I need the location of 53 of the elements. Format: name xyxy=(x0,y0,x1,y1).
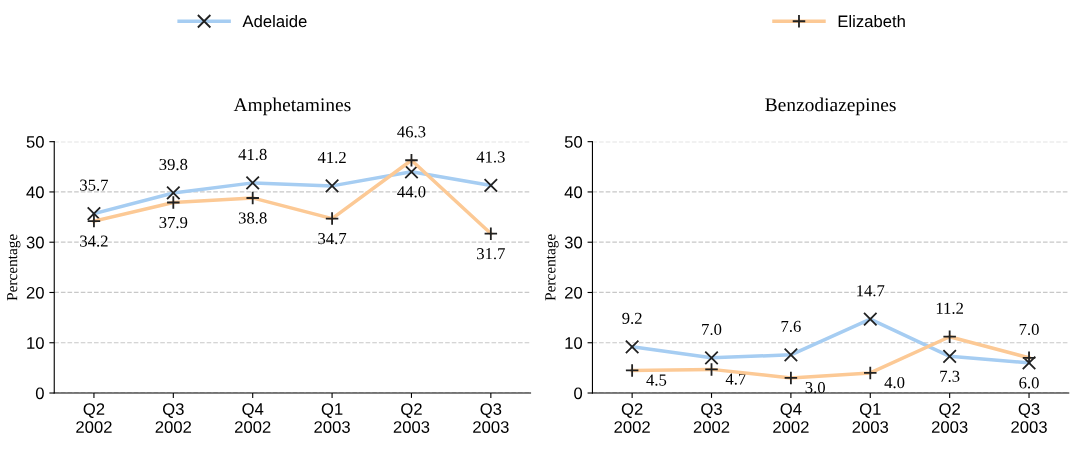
y-tick-label: 0 xyxy=(35,387,44,400)
data-label: 4.0 xyxy=(884,376,905,389)
data-label: 11.2 xyxy=(936,302,964,314)
data-label: 7.6 xyxy=(781,320,801,333)
data-label: 35.7 xyxy=(80,179,109,191)
data-label: 41.3 xyxy=(476,151,505,163)
y-tick-label: 10 xyxy=(27,337,44,349)
y-axis-title: Percentage xyxy=(7,234,21,301)
x-tick-label: Q3 2003 xyxy=(473,403,509,433)
y-tick-label: 10 xyxy=(565,337,583,349)
y-tick-label: 0 xyxy=(574,387,583,400)
data-label: 6.0 xyxy=(1019,377,1039,389)
data-label: 31.7 xyxy=(477,248,505,260)
x-tick-label: Q2 2002 xyxy=(76,403,112,433)
y-tick-label: 40 xyxy=(26,186,44,199)
data-label: 41.2 xyxy=(317,151,346,164)
data-label: 37.9 xyxy=(159,216,188,229)
x-tick-label: Q4 2002 xyxy=(235,403,271,433)
x-tick-label: Q1 2003 xyxy=(852,403,889,433)
data-label: 44.0 xyxy=(397,186,426,198)
y-tick-label: 20 xyxy=(565,286,583,299)
data-label: 7.0 xyxy=(1019,323,1039,336)
data-label: 7.3 xyxy=(940,370,960,383)
data-label: 41.8 xyxy=(238,148,267,161)
y-tick-label: 30 xyxy=(26,236,44,249)
data-label: 7.0 xyxy=(702,323,722,336)
data-label: 34.7 xyxy=(318,233,347,245)
legend-label: Elizabeth xyxy=(838,15,905,28)
x-tick-label: Q2 2002 xyxy=(614,403,650,433)
x-tick-label: Q2 2003 xyxy=(931,403,968,433)
data-label: 39.8 xyxy=(159,158,188,171)
y-tick-label: 30 xyxy=(564,236,583,249)
x-tick-label: Q4 2002 xyxy=(773,403,809,433)
data-label: 14.7 xyxy=(857,285,885,297)
legend-label: Adelaide xyxy=(242,15,307,28)
data-label: 38.8 xyxy=(238,212,267,224)
data-label: 46.3 xyxy=(397,126,426,138)
data-label: 9.2 xyxy=(622,312,642,325)
x-tick-label: Q2 2003 xyxy=(393,403,430,433)
data-label: 3.0 xyxy=(805,381,825,394)
x-tick-label: Q3 2002 xyxy=(693,403,730,433)
y-tick-label: 50 xyxy=(564,136,583,148)
data-label: 34.2 xyxy=(80,235,108,247)
y-tick-label: 40 xyxy=(564,186,583,199)
x-tick-label: Q1 2003 xyxy=(314,403,350,433)
data-label: 4.5 xyxy=(646,374,667,386)
x-tick-label: Q3 2003 xyxy=(1011,403,1047,433)
y-axis-title: Percentage xyxy=(545,234,559,301)
y-tick-label: 50 xyxy=(26,136,44,148)
x-tick-label: Q3 2002 xyxy=(155,403,192,433)
chart-title: Amphetamines xyxy=(233,97,351,116)
chart-title: Benzodiazepines xyxy=(765,97,896,116)
y-tick-label: 20 xyxy=(26,286,44,299)
